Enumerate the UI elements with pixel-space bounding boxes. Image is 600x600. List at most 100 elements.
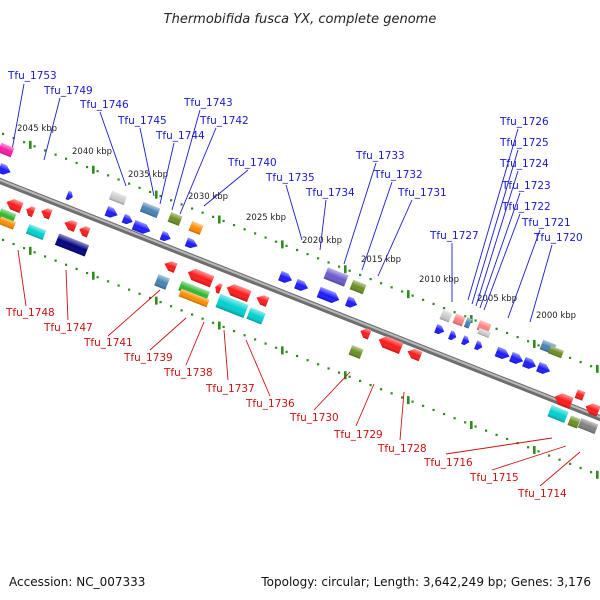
ruler-dot (380, 282, 383, 285)
ruler-dot (275, 240, 278, 243)
forward-leader-line (319, 199, 327, 251)
lower-ruler-track (2, 238, 599, 479)
gene-shade (187, 268, 215, 288)
gene-box (439, 309, 453, 323)
forward-gene-arrow (461, 335, 470, 346)
ruler-dot (422, 298, 425, 301)
ruler-dot (443, 412, 446, 416)
gene-shade (474, 340, 483, 351)
gene-box (323, 267, 349, 287)
ruler-label: 2005 kbp (477, 294, 517, 304)
ruler-dot (506, 331, 509, 335)
ruler-major-tick (407, 290, 410, 299)
ruler-dot (579, 360, 582, 364)
ruler-dot (296, 354, 299, 358)
gene-box (178, 280, 210, 302)
ruler-label: 2030 kbp (188, 192, 228, 202)
gene-shade (439, 309, 453, 323)
ruler-dot (317, 257, 320, 260)
ruler-dot (338, 371, 341, 374)
gene-shade (215, 283, 223, 294)
gene-shade (448, 330, 457, 341)
forward-gene-label: Tfu_1731 (397, 187, 447, 199)
gene-shade (167, 212, 183, 226)
forward-leader-line (203, 169, 249, 207)
ruler-dot (327, 261, 330, 264)
gene-shade (463, 317, 473, 329)
ruler-dot (495, 433, 498, 436)
ruler-dot (149, 190, 152, 194)
ruler-dot (338, 265, 341, 268)
ruler-dot (222, 219, 225, 223)
reverse-gene-label: Tfu_1737 (205, 383, 255, 395)
forward-leader-line (139, 127, 155, 197)
gene-box (167, 212, 183, 226)
reverse-leader-line (313, 371, 351, 411)
forward-gene-arrow (278, 270, 293, 283)
forward-gene-arrow (434, 324, 445, 335)
gene-shade (509, 351, 524, 364)
gene-shade (178, 280, 210, 302)
reverse-gene-label: Tfu_1748 (5, 307, 55, 319)
ruler-dot (569, 356, 572, 359)
ruler-dot (33, 145, 36, 148)
gene-shade (294, 278, 309, 291)
ruler-major-tick (92, 271, 95, 280)
ruler-dot (317, 363, 320, 366)
ruler-dot (464, 421, 467, 424)
gene-shade (159, 230, 171, 242)
ruler-dot (432, 408, 435, 412)
ruler-dot (23, 247, 26, 250)
ruler-dot (191, 207, 194, 210)
forward-gene-label: Tfu_1742 (199, 115, 249, 127)
ruler-dot (443, 306, 446, 310)
gene-labels: Tfu_1753 Tfu_1749 Tfu_1746 Tfu_1745 Tfu_1744… (5, 70, 583, 500)
reverse-leader-line (149, 317, 187, 351)
gene-box (463, 317, 473, 329)
forward-gene-label: Tfu_1720 (533, 232, 583, 244)
ruler-dot (285, 350, 288, 353)
forward-gene-arrow (474, 340, 483, 351)
ruler-dot (107, 174, 110, 177)
reverse-gene-label: Tfu_1741 (83, 337, 133, 349)
ruler-dot (401, 290, 404, 293)
forward-leader-line (159, 142, 175, 205)
reverse-gene-arrow (360, 328, 372, 340)
ruler-dot (233, 330, 236, 333)
reverse-gene-label: Tfu_1714 (517, 488, 567, 500)
label-leader-lines (11, 83, 581, 487)
forward-leader-line (507, 229, 541, 319)
map-title: Thermobifida fusca YX, complete genome (164, 12, 437, 27)
ruler-dot (537, 450, 540, 453)
ruler-major-tick (155, 190, 158, 199)
forward-gene-label: Tfu_1725 (499, 137, 549, 149)
forward-leader-line (285, 184, 303, 241)
gene-shade (461, 335, 470, 346)
ruler-major-tick (533, 339, 536, 348)
reverse-gene-label: Tfu_1739 (123, 352, 173, 364)
ruler-dot (222, 325, 225, 329)
ruler-dot (590, 471, 593, 474)
forward-leader-line (99, 111, 127, 187)
gene-shade (577, 418, 599, 434)
ruler-dot (12, 242, 15, 246)
ruler-dot (306, 359, 309, 362)
ruler-dot (422, 404, 425, 407)
ruler-dot (44, 255, 47, 258)
gene-shade (139, 202, 161, 218)
ruler-dot (180, 203, 183, 206)
reverse-gene-arrow (585, 403, 600, 417)
ruler-dot (275, 346, 278, 349)
forward-gene-label: Tfu_1733 (355, 150, 405, 162)
ruler-dot (474, 319, 477, 322)
gene-shade (256, 295, 270, 307)
reverse-gene-arrow (378, 336, 404, 354)
ruler-major-tick (29, 140, 32, 149)
gene-shade (548, 345, 564, 359)
reverse-leader-line (185, 321, 205, 366)
ruler-dot (128, 182, 131, 185)
gene-box (348, 345, 364, 359)
ruler-dot (327, 367, 330, 370)
gene-shade (278, 270, 293, 283)
